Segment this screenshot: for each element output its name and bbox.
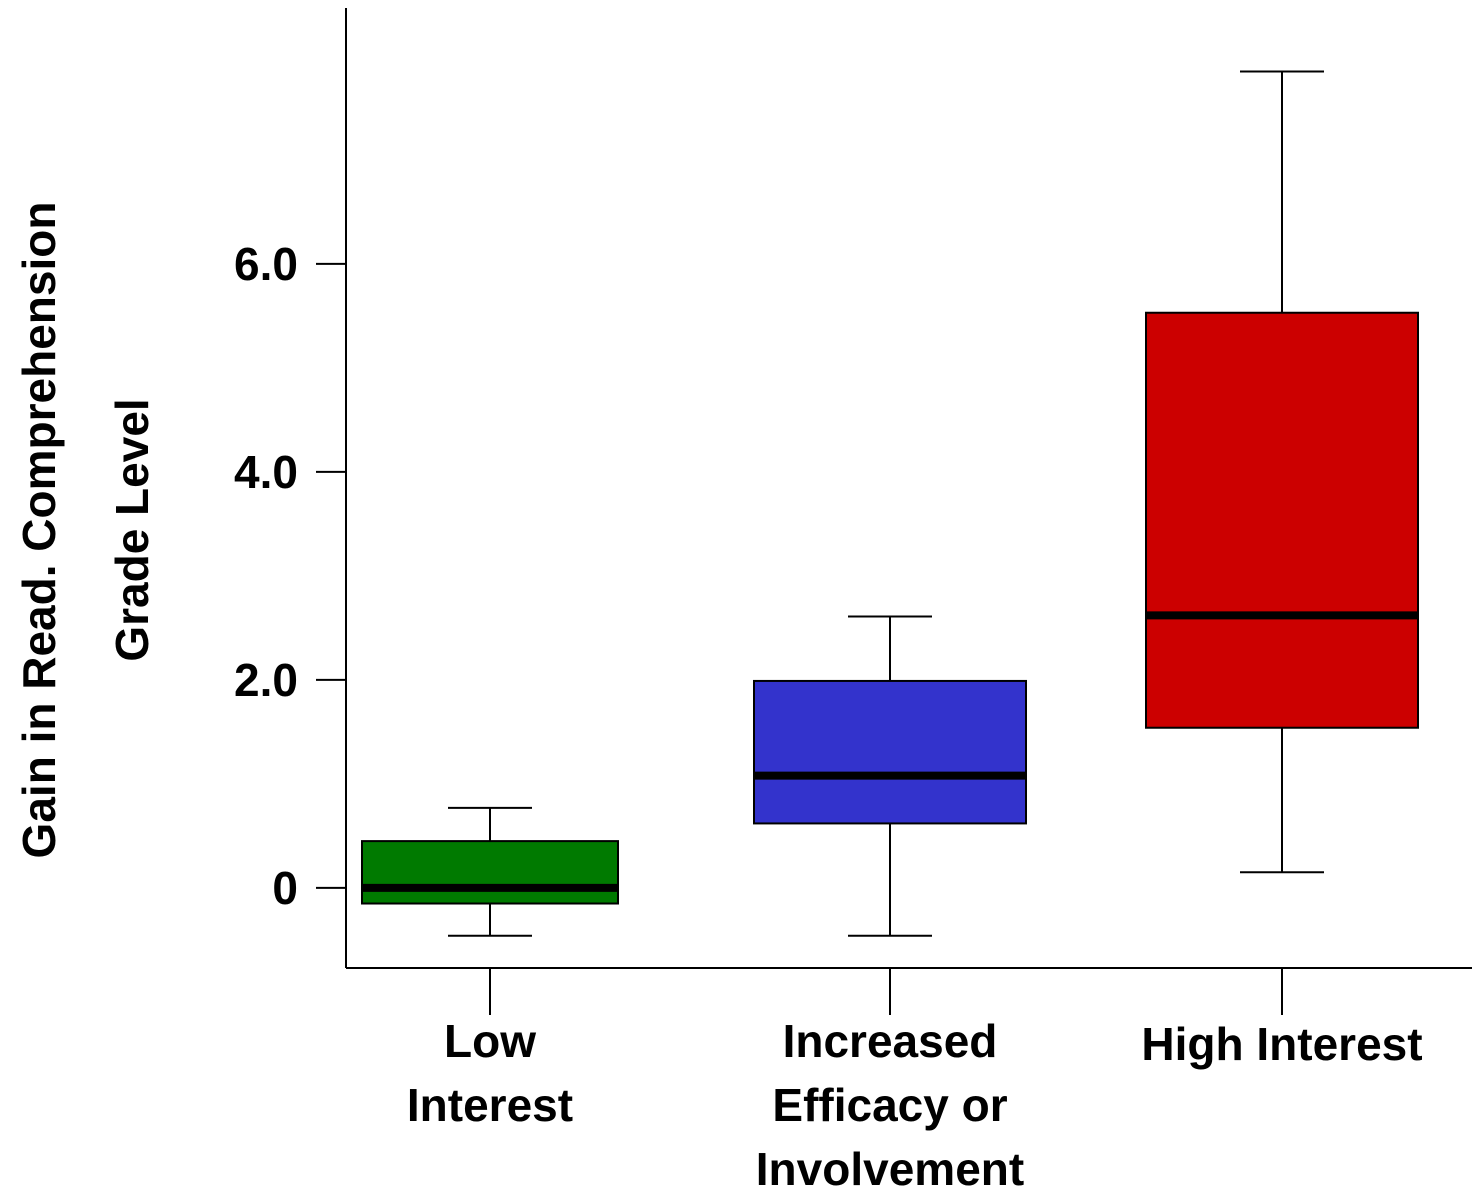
y-tick-label: 6.0 (234, 238, 298, 290)
box (753, 679, 1027, 825)
y-tick-label: 4.0 (234, 446, 298, 498)
x-tick-label: Increased (783, 1015, 998, 1067)
x-tick-label: Efficacy or (772, 1079, 1007, 1131)
y-tick-label: 2.0 (234, 654, 298, 706)
box (361, 840, 619, 905)
y-axis-label: Grade Level (106, 398, 158, 661)
x-tick-label: Involvement (756, 1143, 1024, 1195)
y-axis-label: Gain in Read. Comprehension (13, 202, 65, 859)
y-tick-label: 0 (272, 862, 298, 914)
x-tick-label: Low (444, 1015, 536, 1067)
x-tick-label: Interest (407, 1079, 573, 1131)
box (1145, 311, 1419, 729)
x-tick-label: High Interest (1141, 1018, 1422, 1070)
